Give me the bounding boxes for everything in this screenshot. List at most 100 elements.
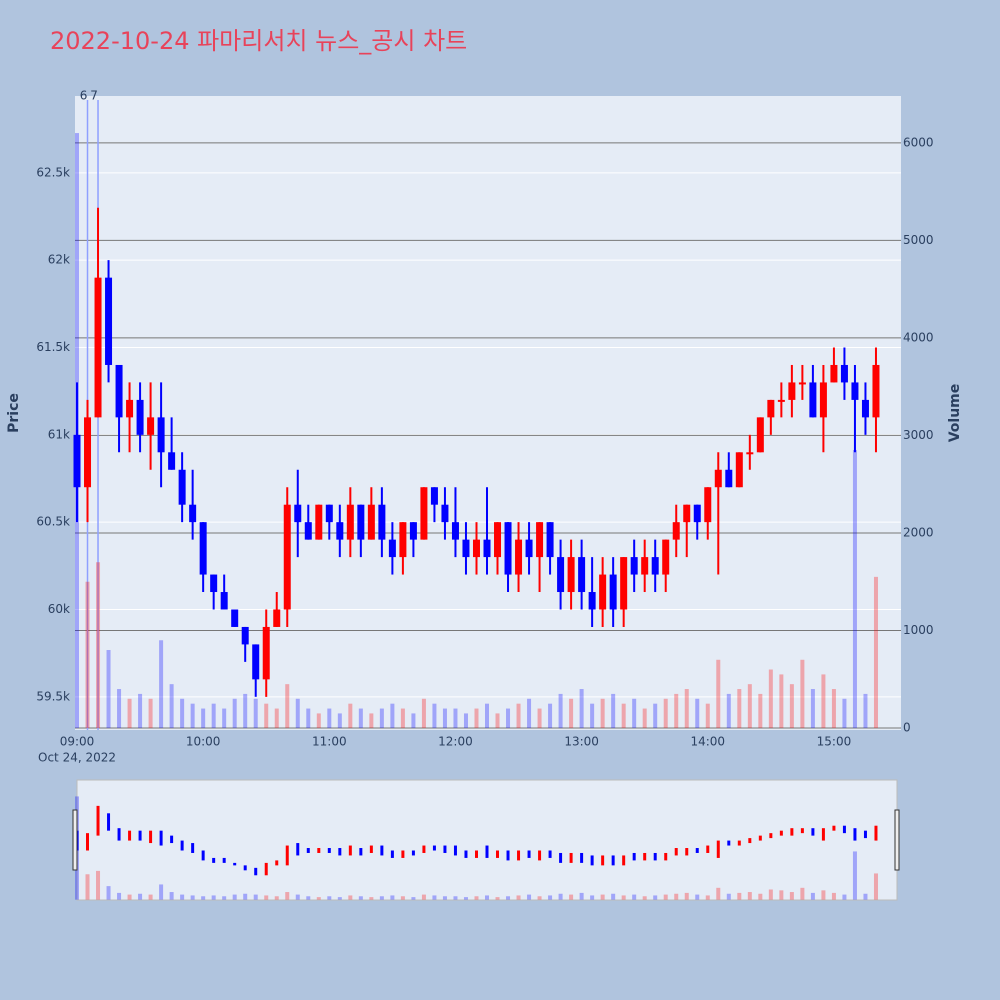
mini-volume-bar [600,894,605,900]
volume-bar [285,684,290,729]
mini-volume-bar [768,889,773,900]
mini-volume-bar [411,897,416,900]
volume-bar [579,689,584,729]
candle-body [294,504,302,523]
volume-bar [337,713,342,729]
mini-volume-bar [201,896,206,900]
range-handle[interactable] [894,809,900,871]
plot-area [75,96,901,730]
candle-body [441,504,449,523]
volume-bar [621,703,626,729]
mini-volume-bar [779,890,784,900]
candle-body [94,277,102,418]
mini-volume-bar [96,870,101,900]
candle-body [620,557,628,610]
volume-bar [390,703,395,729]
range-slider[interactable] [76,779,898,901]
candle-body [536,522,544,558]
volume-bar [379,708,384,729]
candle-body [641,557,649,575]
volume-bar [800,659,805,729]
candle-body [367,504,375,540]
candle-body [578,557,586,593]
volume-bar [600,698,605,729]
y2-tick-label: 0 [903,721,911,735]
mini-volume-bar [485,895,489,900]
volume-bar [831,689,836,729]
candle-body [178,469,186,505]
candle-body [241,626,249,645]
y-tick-label: 62k [48,253,70,267]
candle-body [357,504,365,540]
volume-bar [211,703,216,729]
candle-body [210,574,218,593]
volume-bar [684,689,689,729]
volume-bar [590,703,595,729]
mini-volume-bar [831,892,836,900]
candle-body [84,417,92,488]
mini-volume-bar [611,893,616,900]
candle-body [756,417,764,453]
volume-bar [411,713,416,729]
mini-volume-bar [632,894,637,900]
candle-body [147,417,155,435]
volume-bar [274,708,279,729]
volume-bar [705,703,710,729]
candle-body [409,522,417,540]
candle-body [105,277,113,365]
volume-bar [117,689,122,729]
mini-volume-bar [316,897,321,900]
y2-tick-label: 1000 [903,623,934,637]
mini-volume-bar [400,896,405,900]
volume-bar [159,640,164,729]
mini-volume-bar [800,887,805,900]
mini-volume-bar [548,895,553,900]
candle-body [725,469,733,488]
y2-tick-label: 4000 [903,330,934,344]
volume-bar [569,698,574,729]
y2-axis-title: Volume [947,384,963,443]
volume-bar [316,713,321,729]
y2-tick-label: 5000 [903,233,934,247]
x-tick-label: 15:00 [817,735,852,749]
candle-body [651,557,659,575]
candle-body [304,522,312,540]
volume-bar [737,689,742,729]
volume-bar [747,684,752,729]
candle-body [283,504,291,610]
candle-body [252,644,260,680]
candle-body [704,487,712,523]
candle-body [325,504,333,523]
mini-volume-bar [106,886,111,900]
candle-body [189,504,197,523]
mini-volume-bar [558,893,563,900]
mini-volume-bar [379,896,384,900]
candle-body [714,469,722,488]
volume-bar [327,708,332,729]
mini-volume-bar [442,896,447,900]
volume-bar [85,581,90,729]
x-tick-label: 10:00 [186,735,221,749]
volume-bar [127,698,132,729]
range-handle[interactable] [72,809,78,871]
candle-body [126,399,134,418]
mini-volume-bar [516,895,521,900]
y-tick-label: 62.5k [36,165,70,179]
candle-body [735,452,743,488]
mini-volume-bar [663,894,668,900]
mini-volume-bar [264,895,269,900]
candle-body [746,452,754,455]
candle-body [388,539,396,558]
mini-volume-bar [463,897,468,900]
candle-body [336,522,344,540]
mini-volume-bar [653,895,658,900]
volume-bar [663,698,668,729]
volume-bar [138,693,143,729]
x-tick-label: 09:00 [60,735,95,749]
volume-bar [852,450,857,729]
mini-volume-bar [674,893,679,900]
volume-bar [842,698,847,729]
candle-body [809,382,817,418]
candle-body [346,504,354,540]
candle-body [693,504,701,523]
